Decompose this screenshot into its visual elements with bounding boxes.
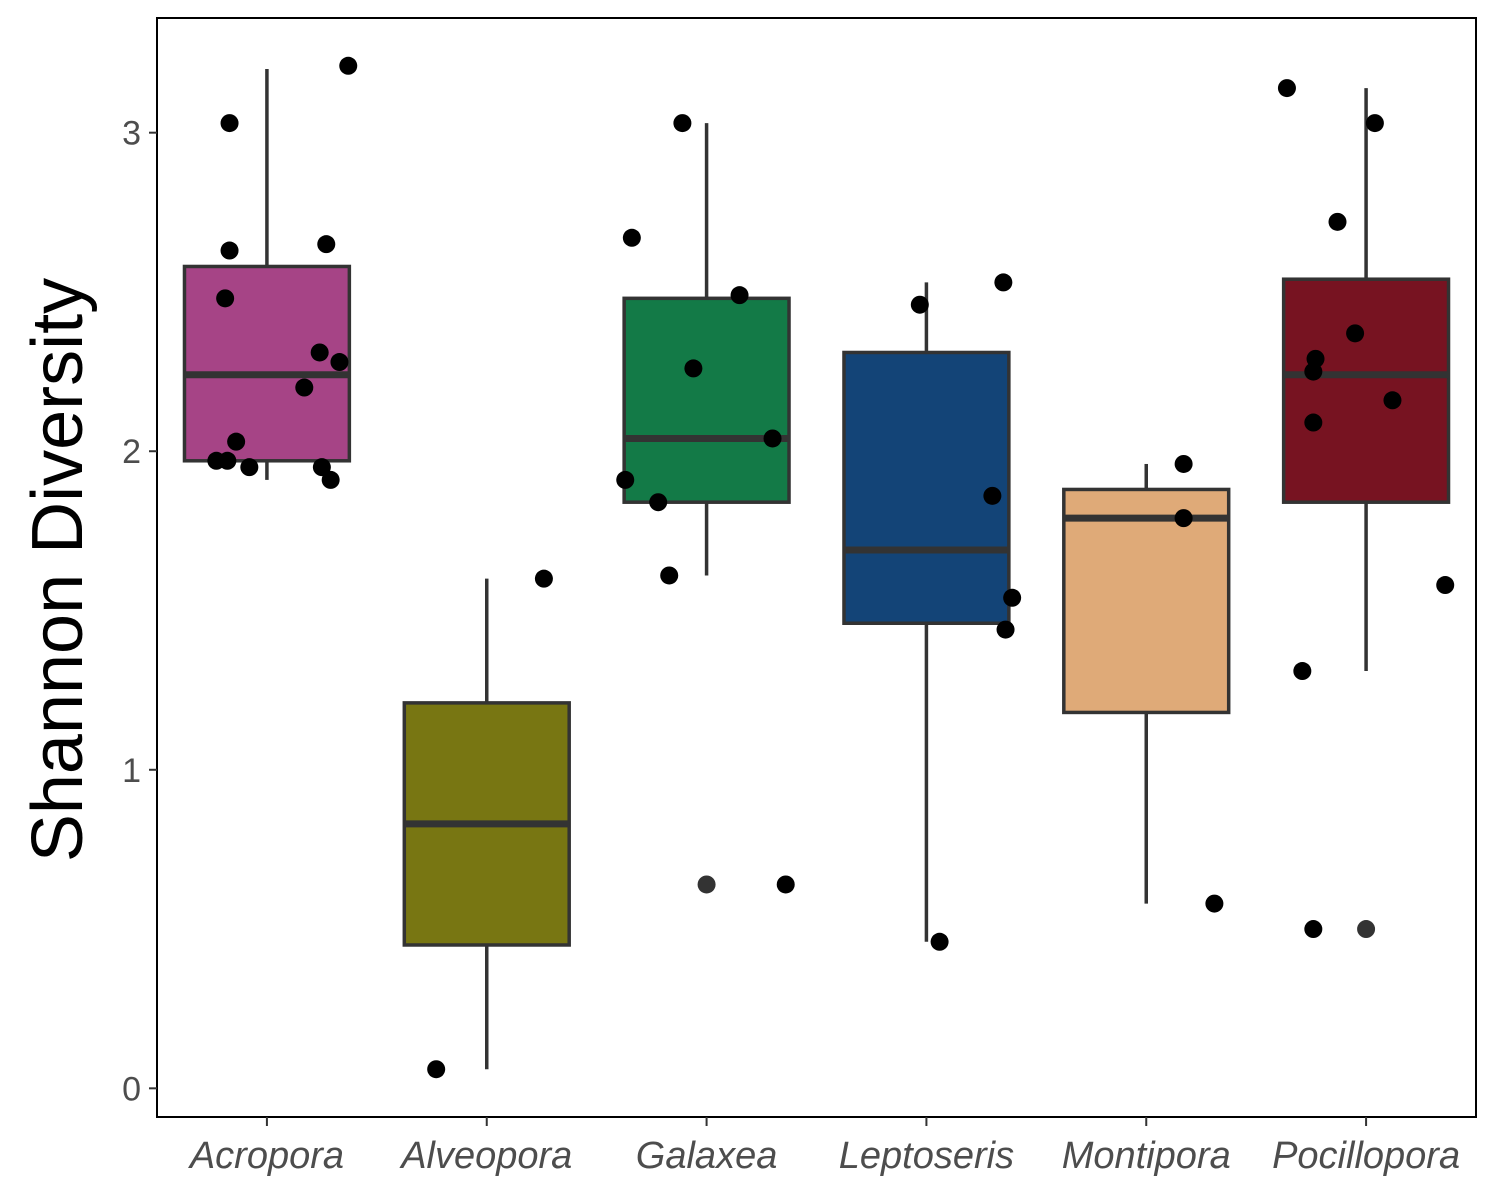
y-axis-title: Shannon Diversity <box>18 278 98 862</box>
outlier-point-pocillopora <box>1357 920 1376 939</box>
box-montipora <box>1062 463 1231 904</box>
box-acropora <box>182 68 352 480</box>
data-point-leptoseris <box>1003 588 1022 607</box>
data-point-montipora <box>1205 894 1224 913</box>
data-point-pocillopora <box>1383 391 1402 410</box>
x-tick-label-montipora: Montipora <box>1062 1135 1231 1177</box>
data-point-pocillopora <box>1365 114 1384 133</box>
data-point-acropora <box>317 235 336 254</box>
data-point-leptoseris <box>983 486 1002 505</box>
outlier-point-galaxea <box>697 875 716 894</box>
iqr-box-montipora <box>1062 487 1231 715</box>
data-point-leptoseris <box>930 932 949 951</box>
y-tick-label: 2 <box>122 433 141 471</box>
data-point-acropora <box>295 378 314 397</box>
box-galaxea <box>622 123 791 894</box>
y-tick-label: 3 <box>122 115 141 153</box>
iqr-box-pocillopora <box>1281 277 1451 504</box>
data-point-pocillopora <box>1304 413 1323 432</box>
data-point-acropora <box>218 451 237 470</box>
data-point-acropora <box>220 241 239 260</box>
data-point-leptoseris <box>994 273 1013 292</box>
data-point-galaxea <box>763 429 782 448</box>
data-point-acropora <box>220 114 239 133</box>
data-point-galaxea <box>673 114 692 133</box>
data-point-pocillopora <box>1328 212 1347 231</box>
data-point-galaxea <box>730 286 749 305</box>
data-point-montipora <box>1174 454 1193 473</box>
data-point-galaxea <box>776 875 795 894</box>
data-point-pocillopora <box>1436 576 1455 595</box>
x-tick-label-acropora: Acropora <box>188 1135 344 1177</box>
data-point-acropora <box>312 458 331 477</box>
data-point-acropora <box>240 458 259 477</box>
data-point-acropora <box>330 353 349 372</box>
data-point-galaxea <box>684 359 703 378</box>
data-point-galaxea <box>622 228 641 247</box>
points-layer <box>207 56 1455 1079</box>
x-tick-label-galaxea: Galaxea <box>636 1135 778 1177</box>
data-point-galaxea <box>649 493 668 512</box>
data-point-acropora <box>339 56 358 75</box>
iqr-box-leptoseris <box>842 350 1011 625</box>
data-point-galaxea <box>660 566 679 585</box>
data-point-acropora <box>227 432 246 451</box>
data-point-pocillopora <box>1346 324 1365 343</box>
plot-panel <box>156 17 1477 1118</box>
y-tick-label: 0 <box>122 1070 141 1108</box>
data-point-acropora <box>310 343 329 362</box>
box-alveopora <box>402 578 571 1070</box>
data-point-galaxea <box>616 470 635 489</box>
iqr-box-acropora <box>182 264 352 463</box>
data-point-leptoseris <box>996 620 1015 639</box>
data-point-alveopora <box>534 569 553 588</box>
data-point-pocillopora <box>1293 662 1312 681</box>
data-point-pocillopora <box>1304 362 1323 381</box>
data-point-alveopora <box>427 1060 446 1079</box>
data-point-acropora <box>321 470 340 489</box>
iqr-box-galaxea <box>622 296 791 504</box>
data-point-pocillopora <box>1277 79 1296 98</box>
data-point-montipora <box>1174 509 1193 528</box>
x-tick-label-pocillopora: Pocillopora <box>1272 1135 1460 1177</box>
boxes-layer <box>182 68 1451 1070</box>
y-tick-label: 1 <box>122 752 141 790</box>
box-leptoseris <box>842 282 1011 942</box>
data-point-leptoseris <box>910 295 929 314</box>
data-point-acropora <box>216 289 235 308</box>
data-point-pocillopora <box>1304 920 1323 939</box>
x-tick-label-alveopora: Alveopora <box>399 1135 572 1177</box>
axes-layer: 0 1 2 3 Acropora Alveopora Galaxea Leptoseris Mo… <box>122 115 1460 1177</box>
x-tick-label-leptoseris: Leptoseris <box>839 1135 1014 1177</box>
